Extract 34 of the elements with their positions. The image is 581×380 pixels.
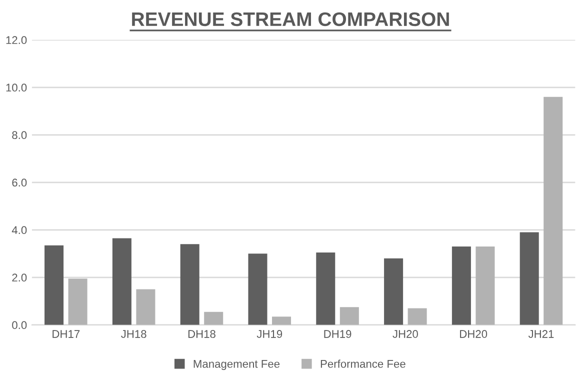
bar	[272, 316, 292, 325]
x-tick-label: JH20	[392, 330, 418, 338]
bar	[68, 278, 88, 325]
chart-title: REVENUE STREAM COMPARISON	[132, 12, 449, 26]
y-tick-label: 6.0	[12, 178, 27, 187]
bar	[544, 96, 563, 325]
bar	[136, 289, 156, 325]
y-tick-label: 2.0	[12, 274, 27, 282]
x-tick-label: DH17	[52, 330, 80, 338]
x-tick-label: DH18	[188, 330, 216, 338]
x-tick-label: JH21	[528, 330, 554, 338]
bar	[340, 307, 359, 325]
bar	[476, 246, 495, 325]
y-tick-label: 10.0	[6, 84, 27, 92]
legend-label: Management Fee	[194, 360, 280, 370]
bar	[408, 308, 427, 325]
bar	[316, 252, 336, 325]
bar	[180, 244, 200, 325]
bar	[44, 245, 64, 325]
x-tick-label: DH19	[324, 330, 352, 338]
bar	[520, 232, 539, 325]
bar	[248, 254, 268, 325]
x-tick-label: JH19	[256, 330, 282, 338]
y-tick-label: 4.0	[12, 226, 27, 234]
y-tick-label: 8.0	[12, 131, 27, 140]
bar	[112, 238, 132, 325]
bar	[204, 312, 224, 325]
x-tick-label: JH18	[121, 330, 146, 338]
bar	[384, 258, 404, 325]
x-tick-label: DH20	[460, 330, 488, 338]
y-tick-label: 12.0	[6, 36, 27, 44]
y-tick-label: 0.0	[12, 321, 27, 330]
bar	[452, 246, 471, 325]
legend-label: Performance Fee	[320, 360, 406, 368]
